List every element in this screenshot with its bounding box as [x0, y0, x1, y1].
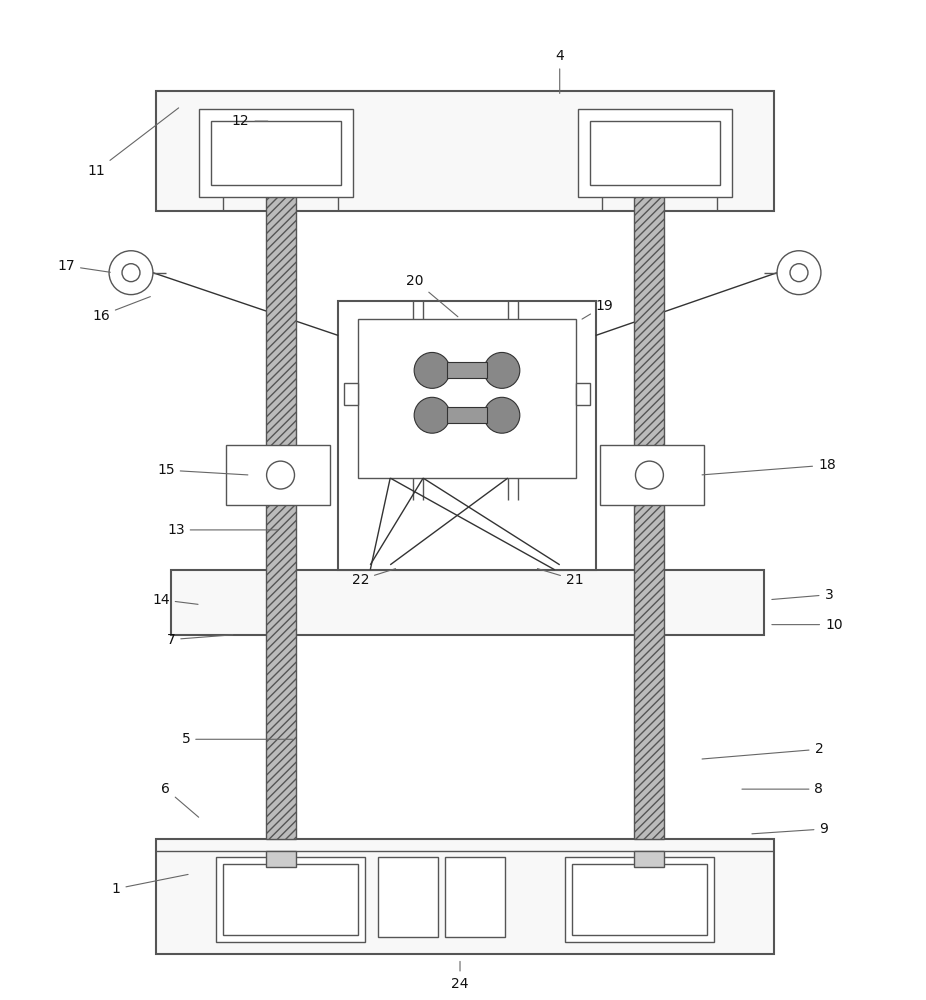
Text: 2: 2	[702, 742, 823, 759]
Text: 17: 17	[57, 259, 110, 273]
Bar	[171, 570, 764, 635]
Bar	[634, 851, 664, 867]
Bar	[447, 407, 487, 423]
Text: 16: 16	[93, 297, 150, 323]
Bar	[590, 121, 720, 185]
Text: 24: 24	[451, 961, 469, 991]
Bar	[338, 301, 595, 570]
Bar	[156, 839, 774, 954]
Text: 10: 10	[772, 618, 843, 632]
Bar	[216, 857, 365, 942]
Circle shape	[777, 251, 821, 295]
Text: 14: 14	[152, 593, 198, 607]
Bar	[156, 91, 774, 211]
Bar	[226, 445, 331, 505]
Text: 21: 21	[537, 569, 583, 587]
Text: 22: 22	[352, 569, 395, 587]
Circle shape	[790, 264, 808, 282]
Bar	[199, 109, 354, 197]
Circle shape	[635, 461, 663, 489]
Bar	[576, 383, 590, 405]
Bar	[211, 121, 342, 185]
Circle shape	[122, 264, 140, 282]
Bar	[565, 857, 714, 942]
Bar	[378, 857, 438, 937]
Bar	[358, 319, 576, 478]
Bar	[445, 857, 505, 937]
Bar	[447, 362, 487, 378]
Bar	[578, 109, 732, 197]
Bar	[571, 864, 707, 935]
Text: 12: 12	[232, 114, 268, 128]
Circle shape	[414, 397, 450, 433]
Bar	[266, 121, 295, 839]
Bar	[266, 851, 295, 867]
Text: 15: 15	[157, 463, 248, 477]
Text: 9: 9	[752, 822, 829, 836]
Circle shape	[484, 397, 519, 433]
Text: 6: 6	[161, 782, 199, 817]
Text: 5: 5	[181, 732, 293, 746]
Bar	[634, 121, 664, 839]
Text: 19: 19	[582, 299, 613, 319]
Circle shape	[109, 251, 153, 295]
Text: 1: 1	[112, 874, 188, 896]
Circle shape	[484, 352, 519, 388]
Circle shape	[267, 461, 294, 489]
Text: 4: 4	[556, 49, 564, 93]
Bar	[600, 445, 705, 505]
Circle shape	[414, 352, 450, 388]
Text: 8: 8	[742, 782, 823, 796]
Bar	[223, 864, 358, 935]
Text: 11: 11	[87, 108, 179, 178]
Bar	[344, 383, 358, 405]
Text: 13: 13	[167, 523, 278, 537]
Text: 18: 18	[702, 458, 836, 475]
Text: 3: 3	[772, 588, 833, 602]
Text: 20: 20	[407, 274, 457, 317]
Text: 7: 7	[167, 633, 233, 647]
